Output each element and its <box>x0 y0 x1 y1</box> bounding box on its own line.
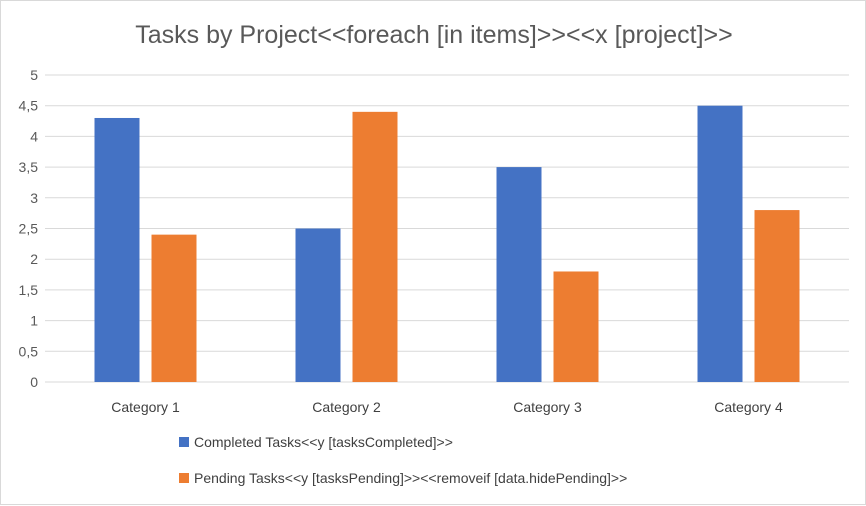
bar-pending-cat1 <box>151 234 197 382</box>
x-axis-categories: Category 1 Category 2 Category 3 Category 4 <box>111 399 783 415</box>
y-tick-label: 3,5 <box>19 159 39 175</box>
legend-label: Pending Tasks<<y [tasksPending]>><<remov… <box>194 470 627 486</box>
legend-label: Completed Tasks<<y [tasksCompleted]>> <box>194 434 453 450</box>
bar-completed-cat1 <box>94 117 140 382</box>
x-category-label: Category 1 <box>111 399 180 415</box>
bar-completed-cat3 <box>496 167 542 382</box>
y-tick-label: 0,5 <box>19 343 39 359</box>
bar-pending-cat4 <box>754 210 800 382</box>
bar-pending-cat2 <box>352 111 398 382</box>
bar-pending-cat3 <box>553 271 599 382</box>
legend-swatch <box>179 473 189 483</box>
y-tick-label: 5 <box>30 67 38 83</box>
legend: Completed Tasks<<y [tasksCompleted]>> Pen… <box>179 434 627 486</box>
x-category-label: Category 4 <box>714 399 783 415</box>
legend-swatch <box>179 437 189 447</box>
bar-completed-cat4 <box>697 105 743 382</box>
y-tick-label: 2,5 <box>19 221 39 237</box>
y-tick-label: 2 <box>30 251 38 267</box>
y-axis-ticks: 0 0,5 1 1,5 2 2,5 3 3,5 4 4,5 5 <box>19 67 39 390</box>
x-category-label: Category 3 <box>513 399 582 415</box>
y-tick-label: 0 <box>30 374 38 390</box>
x-category-label: Category 2 <box>312 399 381 415</box>
y-tick-label: 4 <box>30 128 38 144</box>
bars <box>94 105 800 382</box>
y-tick-label: 3 <box>30 190 38 206</box>
chart-title: Tasks by Project<<foreach [in items]>><<… <box>135 21 733 49</box>
bar-completed-cat2 <box>295 228 341 382</box>
y-tick-label: 1 <box>30 313 38 329</box>
y-tick-label: 1,5 <box>19 282 39 298</box>
y-tick-label: 4,5 <box>19 98 39 114</box>
